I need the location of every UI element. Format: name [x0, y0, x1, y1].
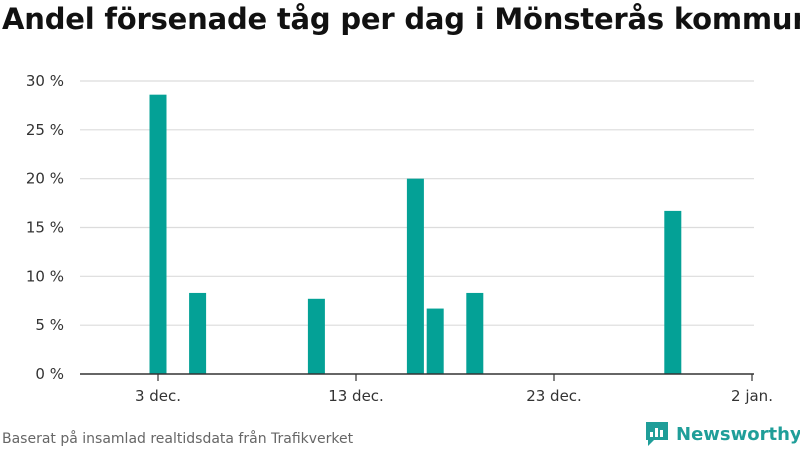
bar: [426, 308, 444, 374]
y-axis-ticks: 0 % 5 % 10 % 15 % 20 % 25 % 30 %: [26, 72, 64, 383]
newsworthy-logo-icon: [646, 422, 668, 446]
source-note: Baserat på insamlad realtidsdata från Tr…: [2, 431, 354, 447]
bar: [406, 178, 424, 374]
x-axis-ticks: 3 dec. 13 dec. 23 dec. 2 jan.: [135, 374, 773, 405]
y-tick-label: 25 %: [26, 121, 64, 139]
y-tick-label: 30 %: [26, 72, 64, 90]
y-tick-label: 15 %: [26, 219, 64, 237]
bar: [189, 292, 207, 374]
bars: [149, 94, 682, 374]
x-tick-label: 23 dec.: [526, 387, 582, 405]
bar: [664, 210, 682, 374]
brand-logo: Newsworthy: [644, 420, 800, 448]
bar: [466, 292, 484, 374]
y-tick-label: 5 %: [35, 316, 64, 334]
x-tick-label: 2 jan.: [731, 387, 773, 405]
x-tick-label: 13 dec.: [328, 387, 384, 405]
bar: [307, 298, 325, 374]
brand-name: Newsworthy: [676, 423, 800, 445]
bar: [149, 94, 167, 374]
chart-title: Andel försenade tåg per dag i Mönsterås …: [2, 2, 800, 36]
x-tick-label: 3 dec.: [135, 387, 181, 405]
y-tick-label: 20 %: [26, 170, 64, 188]
y-tick-label: 0 %: [35, 365, 64, 383]
y-tick-label: 10 %: [26, 267, 64, 285]
